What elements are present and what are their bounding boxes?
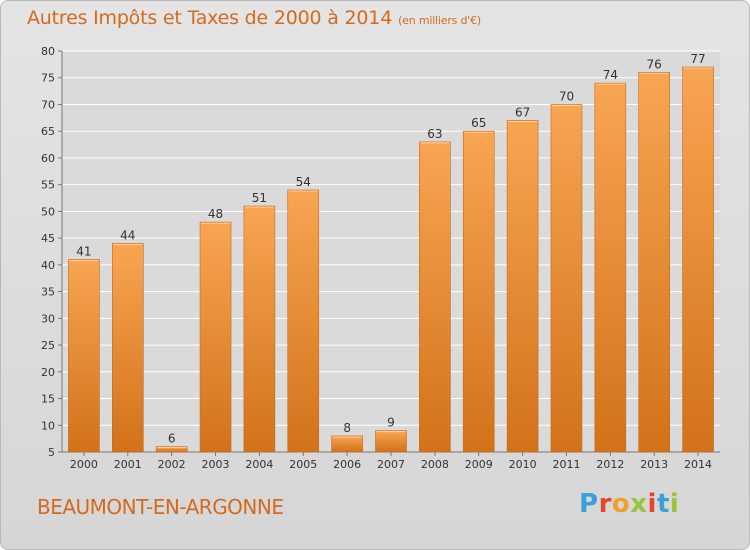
- value-label: 6: [168, 432, 176, 446]
- bar-2000: [68, 259, 100, 453]
- x-tick-label: 2009: [465, 458, 493, 471]
- bar-2012: [594, 82, 627, 453]
- x-tick-label: 2012: [596, 458, 624, 471]
- x-tick-label: 2001: [114, 458, 142, 471]
- value-label: 74: [603, 68, 618, 82]
- y-tick-label: 45: [41, 232, 55, 245]
- value-label: 63: [427, 127, 442, 141]
- bar-2007: [375, 430, 407, 453]
- bar-2013: [638, 72, 671, 453]
- bar-2011: [550, 104, 583, 453]
- chart-title: Autres Impôts et Taxes de 2000 à 2014 (en…: [27, 7, 481, 29]
- y-tick-label: 70: [41, 98, 55, 111]
- chart-title-text: Autres Impôts et Taxes de 2000 à 2014: [27, 7, 393, 29]
- value-labels: 41 44 6 48 51 54 8 9 63 65 67 70 74 76 77: [76, 52, 705, 446]
- y-tick-label: 20: [41, 366, 55, 379]
- bar-2014: [682, 66, 714, 453]
- y-tick-label: 60: [41, 152, 55, 165]
- x-tick-label: 2004: [245, 458, 273, 471]
- chart-subtitle: (en milliers d'€): [398, 14, 481, 27]
- y-tick-label: 15: [41, 393, 55, 406]
- x-tick-label: 2008: [421, 458, 449, 471]
- value-label: 54: [296, 175, 311, 189]
- y-tick-label: 10: [41, 419, 55, 432]
- y-tick-label: 50: [41, 205, 55, 218]
- bar-2001: [112, 243, 144, 453]
- y-tick-label: 5: [48, 446, 55, 459]
- x-tick-label: 2007: [377, 458, 405, 471]
- x-tick-label: 2010: [509, 458, 537, 471]
- bar-2005: [287, 189, 320, 453]
- value-label: 67: [515, 106, 530, 120]
- value-label: 41: [76, 245, 91, 259]
- bar-2008: [419, 141, 451, 453]
- value-label: 44: [120, 228, 135, 242]
- y-tick-label: 25: [41, 339, 55, 352]
- value-label: 51: [252, 191, 267, 205]
- bar-2003: [199, 221, 232, 453]
- value-label: 76: [647, 57, 662, 71]
- bar-2006: [331, 435, 363, 453]
- y-tick-label: 55: [41, 179, 55, 192]
- place-name: BEAUMONT-EN-ARGONNE: [37, 495, 284, 519]
- x-tick-label: 2011: [552, 458, 580, 471]
- y-tick-label: 30: [41, 312, 55, 325]
- x-tick-label: 2006: [333, 458, 361, 471]
- value-label: 70: [559, 89, 574, 103]
- bar-2010: [506, 120, 539, 453]
- proxiti-logo[interactable]: Proxiti: [579, 489, 680, 519]
- value-label: 77: [690, 52, 705, 66]
- bar-2004: [243, 205, 276, 453]
- x-tick-label: 2002: [158, 458, 186, 471]
- x-tick-label: 2014: [684, 458, 712, 471]
- value-label: 65: [471, 116, 486, 130]
- x-tick-label: 2013: [640, 458, 668, 471]
- bars: [68, 66, 714, 453]
- bar-2002: [155, 446, 188, 453]
- x-tick-label: 2003: [202, 458, 230, 471]
- y-tick-label: 65: [41, 125, 55, 138]
- bar-2009: [462, 130, 495, 453]
- value-label: 48: [208, 207, 223, 221]
- y-tick-label: 75: [41, 72, 55, 85]
- value-label: 8: [343, 421, 351, 435]
- value-label: 9: [387, 416, 395, 430]
- y-tick-label: 40: [41, 259, 55, 272]
- y-tick-label: 80: [41, 45, 55, 58]
- y-tick-label: 35: [41, 286, 55, 299]
- x-tick-label: 2005: [289, 458, 317, 471]
- x-tick-label: 2000: [70, 458, 98, 471]
